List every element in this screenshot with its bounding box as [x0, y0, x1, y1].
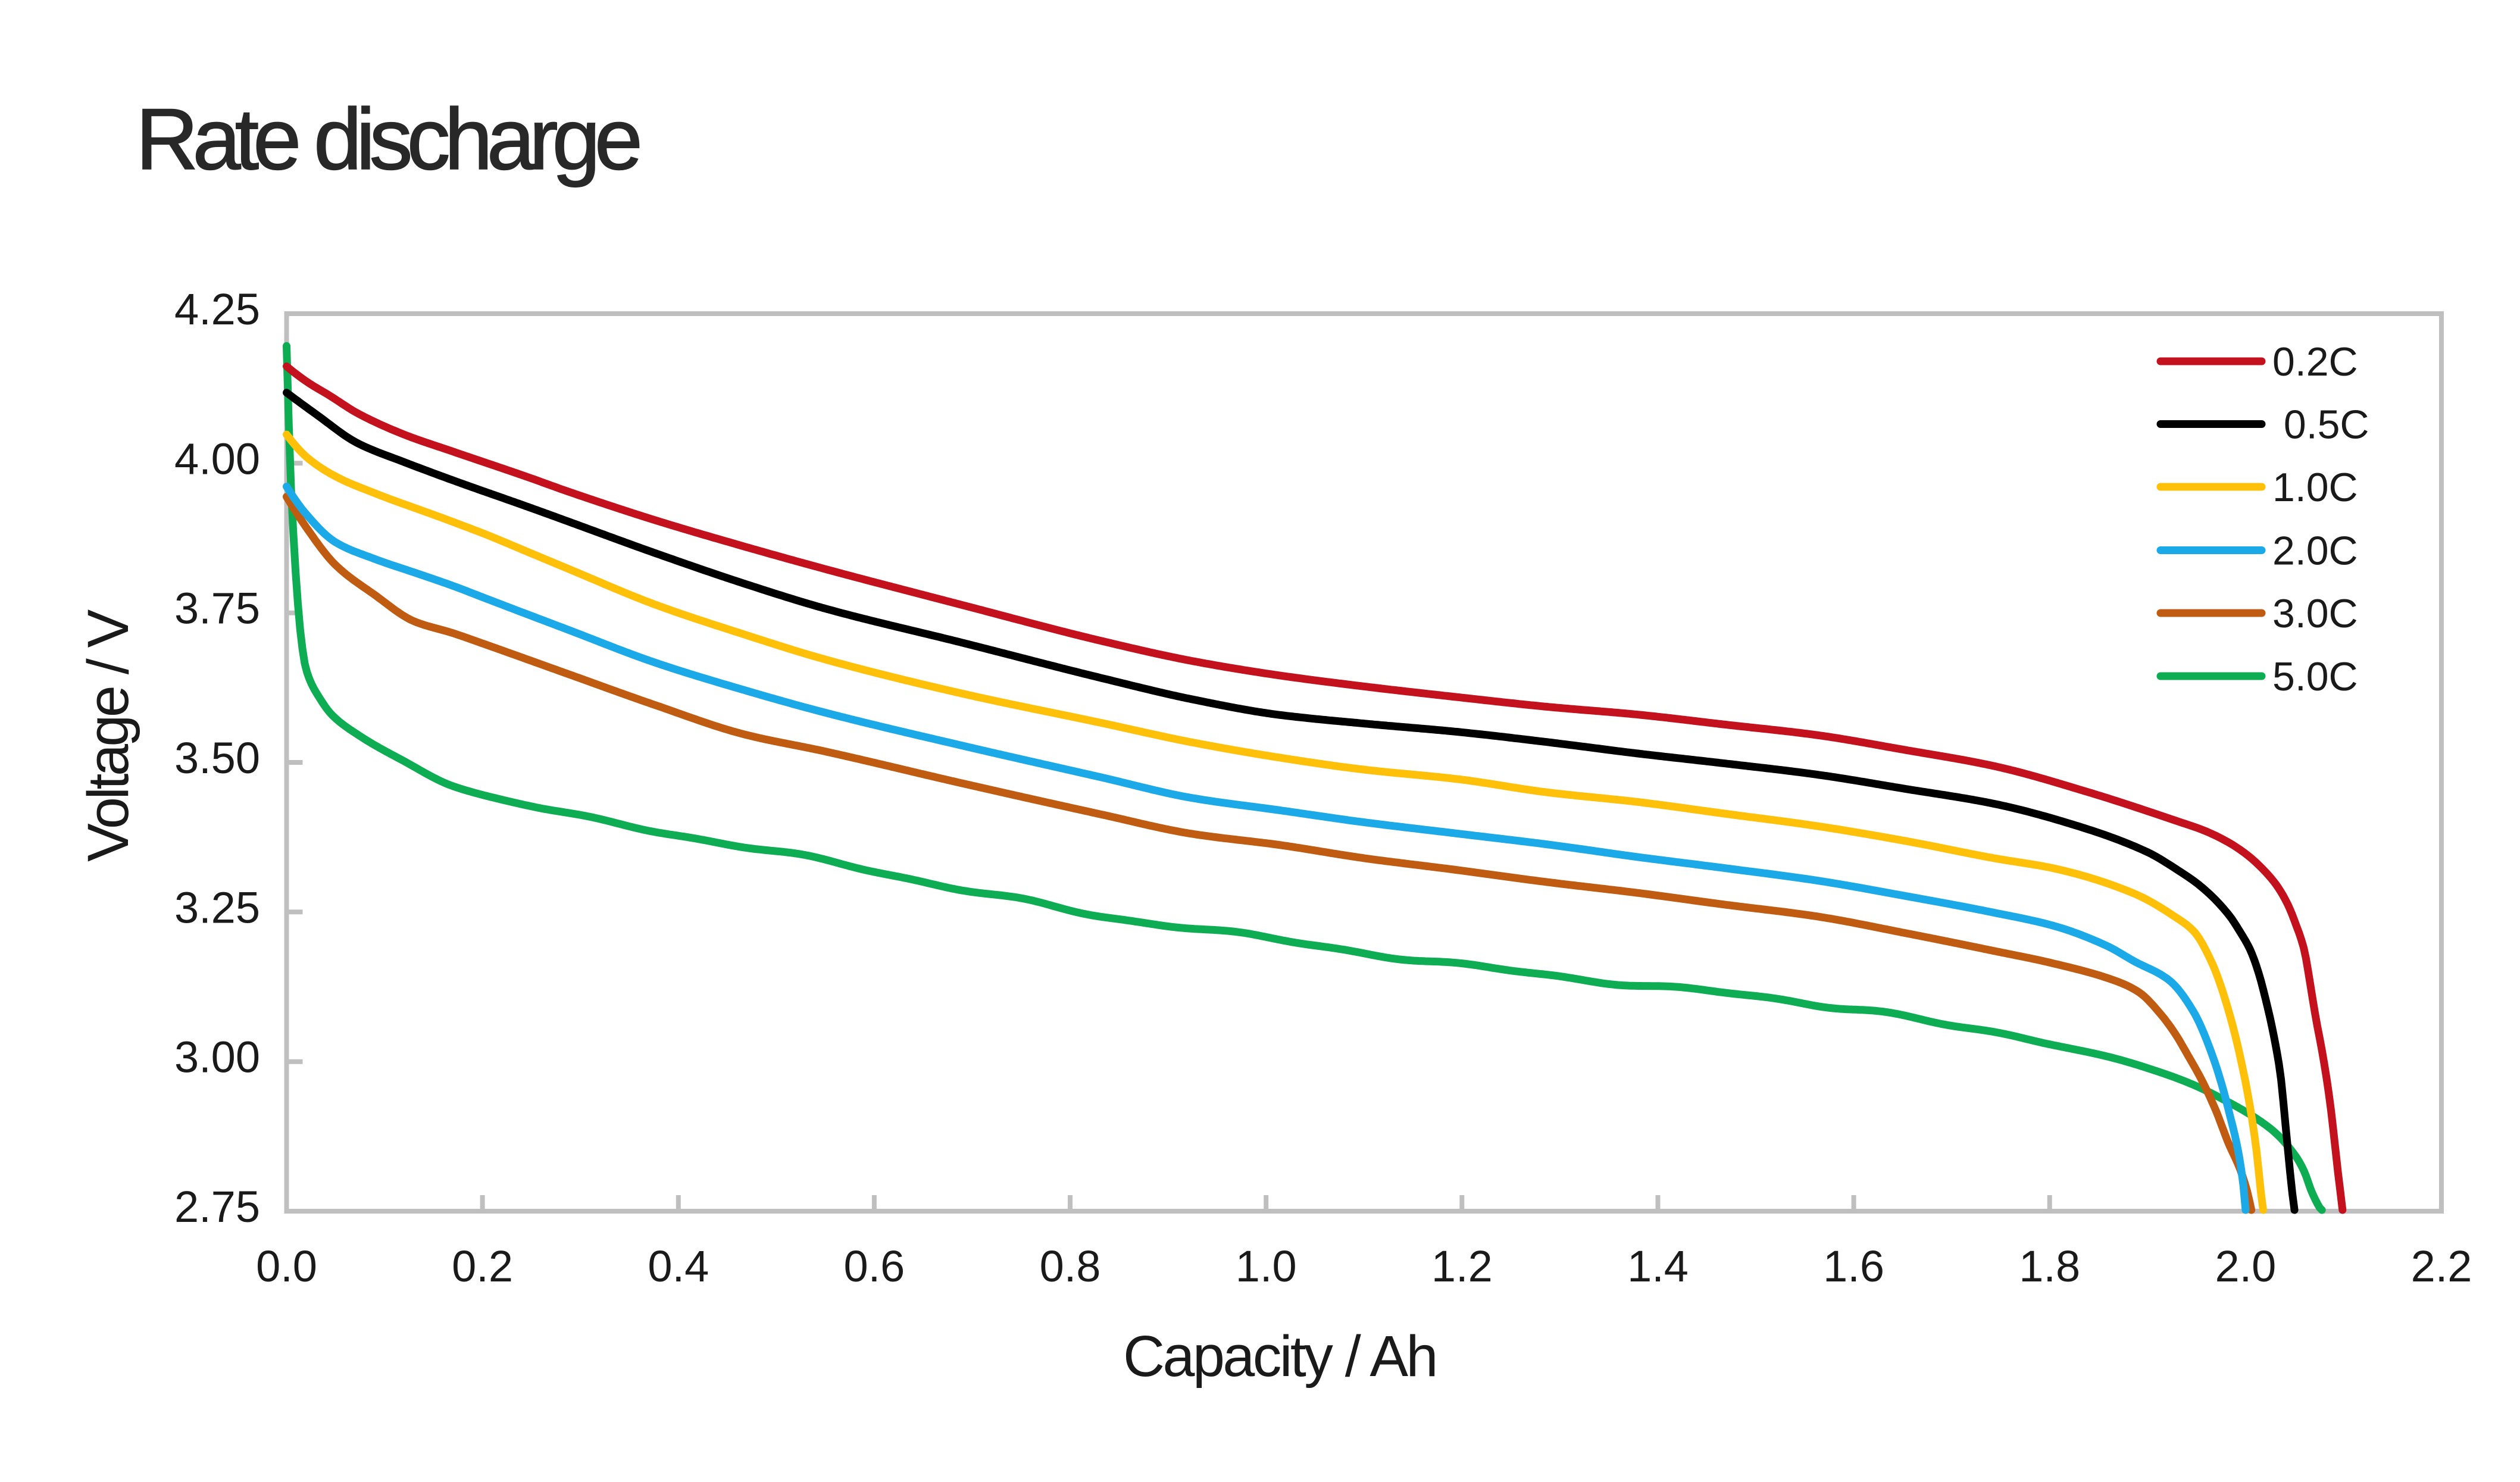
- svg-text:1.4: 1.4: [1627, 1242, 1689, 1291]
- svg-text:3.75: 3.75: [174, 584, 260, 633]
- svg-text:Capacity / Ah: Capacity / Ah: [1123, 1324, 1436, 1389]
- svg-text:5.0C: 5.0C: [2272, 654, 2358, 699]
- svg-text:Voltage / V: Voltage / V: [76, 609, 140, 861]
- svg-text:0.8: 0.8: [1040, 1242, 1101, 1291]
- svg-text:1.0: 1.0: [1236, 1242, 1297, 1291]
- svg-text:1.6: 1.6: [1823, 1242, 1884, 1291]
- svg-text:0.6: 0.6: [843, 1242, 905, 1291]
- svg-text:0.5C: 0.5C: [2272, 402, 2369, 448]
- svg-text:3.00: 3.00: [174, 1033, 260, 1082]
- svg-text:3.0C: 3.0C: [2272, 591, 2358, 636]
- svg-text:1.2: 1.2: [1431, 1242, 1493, 1291]
- svg-text:4.25: 4.25: [174, 284, 260, 334]
- svg-text:2.75: 2.75: [174, 1182, 260, 1231]
- svg-text:2.0C: 2.0C: [2272, 529, 2358, 574]
- svg-text:1.8: 1.8: [2019, 1242, 2080, 1291]
- svg-text:4.00: 4.00: [174, 434, 260, 483]
- svg-text:Rate discharge: Rate discharge: [136, 90, 639, 187]
- svg-text:0.4: 0.4: [648, 1242, 709, 1291]
- svg-text:2.0: 2.0: [2215, 1242, 2276, 1291]
- svg-text:0.2C: 0.2C: [2272, 339, 2358, 384]
- svg-text:0.0: 0.0: [256, 1242, 317, 1291]
- svg-text:1.0C: 1.0C: [2272, 465, 2358, 510]
- svg-text:3.50: 3.50: [174, 733, 260, 783]
- svg-text:0.2: 0.2: [452, 1242, 513, 1291]
- svg-text:3.25: 3.25: [174, 883, 260, 932]
- svg-text:2.2: 2.2: [2411, 1242, 2472, 1291]
